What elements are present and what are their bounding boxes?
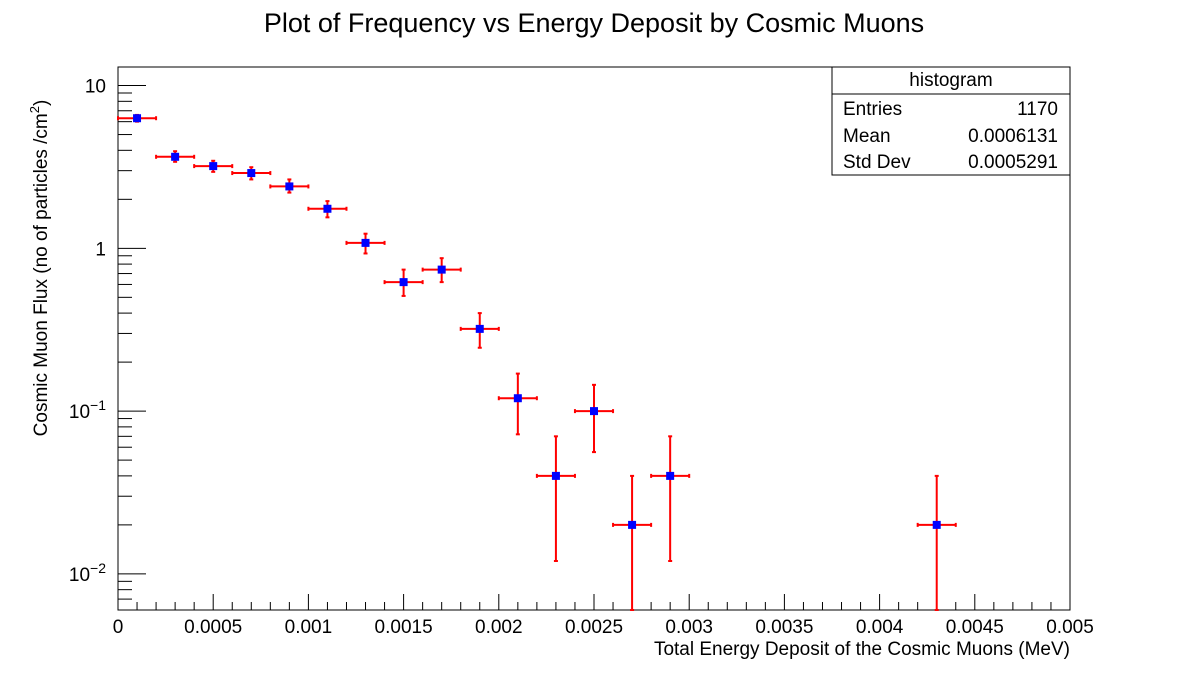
data-point [117,113,158,123]
data-point [269,178,310,194]
x-tick-label: 0.002 [475,617,523,638]
data-marker [666,471,675,480]
data-marker [475,324,484,333]
data-point [650,435,691,562]
x-tick-label: 0.005 [1046,617,1094,638]
data-point [573,383,615,454]
data-marker [551,471,560,480]
data-point [916,474,957,611]
y-tick-label: 10−1 [69,397,106,423]
x-axis: 0 0.0005 0.001 0.0015 0.002 0.0025 0.003 0.0035… [113,594,1094,638]
stats-stddev-label: Std Dev [843,152,911,173]
data-point [307,200,348,219]
data-point [383,268,424,297]
data-point [155,150,196,163]
y-axis-label-close: ) [31,100,52,106]
data-marker [171,152,180,161]
data-marker [361,238,370,247]
data-point [535,435,576,562]
y-axis-label-main: Cosmic Muon Flux (no of particles /cm [31,113,52,436]
x-tick-label: 0 [113,617,124,638]
y-tick-label-base: 10 [69,402,90,423]
y-tick-label-exponent: −2 [90,560,106,576]
x-tick-label: 0.001 [285,617,333,638]
chart-title: Plot of Frequency vs Energy Deposit by C… [264,8,924,38]
data-point [497,372,538,436]
data-marker [590,407,598,416]
x-axis-label: Total Energy Deposit of the Cosmic Muons… [654,639,1070,660]
x-tick-label: 0.003 [665,617,713,638]
data-point [231,166,272,181]
y-tick-label: 10−2 [69,560,106,586]
y-tick-label-base: 10 [85,77,106,98]
y-tick-label: 1 [95,239,106,260]
x-tick-label: 0.0035 [755,617,813,638]
y-tick-label-base: 10 [69,565,90,586]
stats-box-title: histogram [909,70,992,91]
x-tick-label: 0.0005 [184,617,242,638]
stats-entries-value: 1170 [1017,99,1058,120]
data-marker [247,169,256,178]
data-marker [628,520,637,529]
data-point [421,257,462,284]
stats-mean-value: 0.0006131 [968,126,1058,147]
y-tick-label-exponent: −1 [90,397,106,413]
data-marker [133,114,142,123]
data-point [345,232,386,255]
stats-stddev-value: 0.0005291 [968,152,1058,173]
data-series [117,113,957,611]
data-point [193,159,234,173]
data-marker [399,278,408,287]
stats-entries-label: Entries [843,99,902,120]
y-tick-label: 10 [85,77,106,98]
data-point [612,474,653,611]
y-axis-label: Cosmic Muon Flux (no of particles /cm2) [27,100,52,437]
stats-box: histogram Entries 1170 Mean 0.0006131 St… [831,66,1071,176]
x-tick-label: 0.0025 [565,617,623,638]
data-marker [323,204,332,213]
x-tick-label: 0.004 [856,617,904,638]
data-marker [932,520,941,529]
data-marker [513,394,522,403]
y-axis-label-superscript: 2 [27,106,42,113]
stats-mean-label: Mean [843,126,891,147]
data-marker [285,182,294,191]
data-point [459,312,500,349]
stats-box-frame [831,66,1071,176]
data-marker [209,162,218,171]
x-tick-label: 0.0045 [946,617,1004,638]
x-tick-label: 0.0015 [375,617,433,638]
y-tick-label-base: 1 [95,239,106,260]
data-marker [437,265,446,274]
